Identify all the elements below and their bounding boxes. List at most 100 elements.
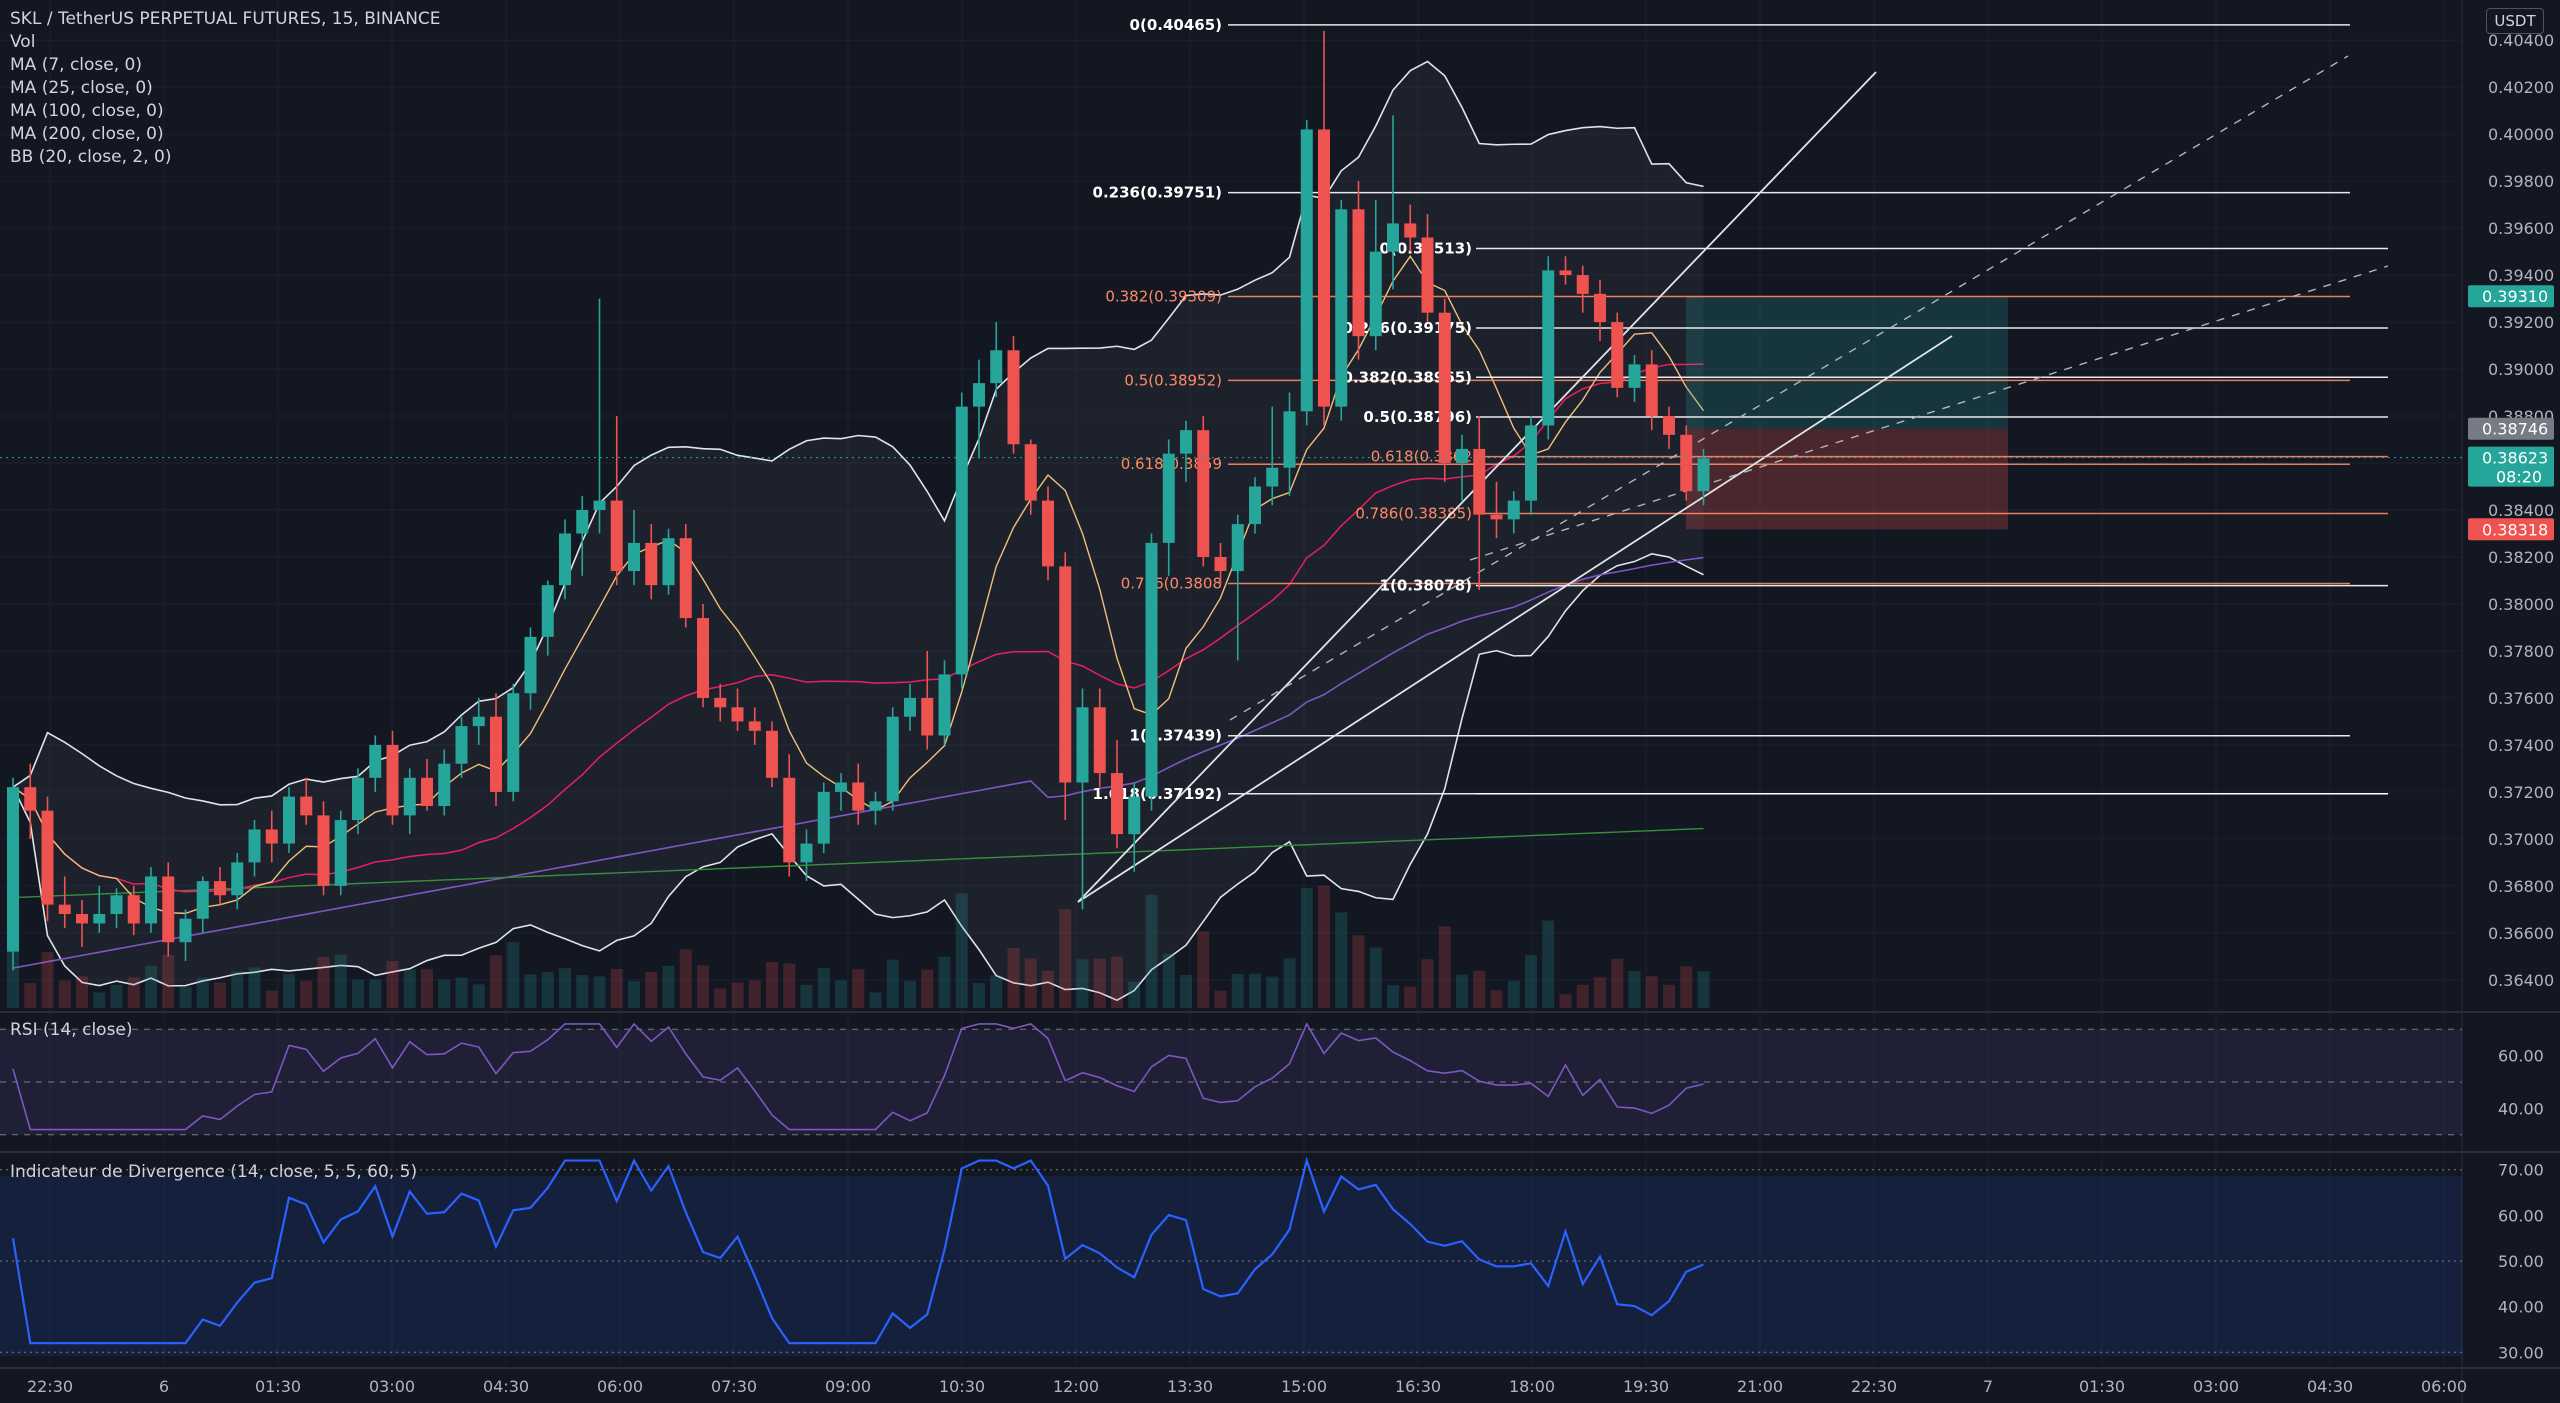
legend-ma7[interactable]: MA (7, close, 0): [10, 55, 142, 75]
candle-down[interactable]: [766, 730, 778, 778]
candle-up[interactable]: [869, 801, 882, 811]
candle-down[interactable]: [1024, 444, 1037, 501]
candle-down[interactable]: [1594, 293, 1606, 323]
symbol-title[interactable]: SKL / TetherUS PERPETUAL FUTURES, 15, BI…: [10, 9, 441, 29]
candle-up[interactable]: [1387, 223, 1399, 252]
candle-up[interactable]: [628, 542, 640, 572]
candle-down[interactable]: [1576, 275, 1589, 294]
channel-line-dashed[interactable]: [1469, 265, 2389, 561]
candle-up[interactable]: [1180, 430, 1192, 454]
candle-down[interactable]: [731, 707, 744, 722]
candle-up[interactable]: [196, 881, 209, 919]
candle-down[interactable]: [41, 810, 54, 905]
candle-down[interactable]: [1111, 773, 1123, 835]
candle-down[interactable]: [265, 829, 278, 844]
candle-up[interactable]: [955, 406, 968, 675]
candle-up[interactable]: [1507, 500, 1520, 520]
candle-down[interactable]: [58, 904, 71, 915]
candle-up[interactable]: [817, 791, 830, 844]
candle-down[interactable]: [1421, 237, 1434, 313]
position-target-zone[interactable]: [1686, 296, 2008, 429]
candle-down[interactable]: [852, 782, 865, 811]
candle-down[interactable]: [214, 881, 226, 896]
candle-up[interactable]: [1283, 411, 1296, 468]
candle-down[interactable]: [1645, 364, 1658, 417]
candle-down[interactable]: [1663, 416, 1675, 435]
candle-up[interactable]: [507, 693, 520, 792]
candle-up[interactable]: [593, 500, 606, 510]
candle-down[interactable]: [162, 876, 175, 943]
candle-up[interactable]: [524, 636, 537, 694]
candle-down[interactable]: [697, 618, 709, 698]
candle-up[interactable]: [334, 820, 347, 886]
candle-down[interactable]: [490, 716, 502, 792]
candle-up[interactable]: [559, 533, 571, 586]
candle-down[interactable]: [1352, 209, 1365, 337]
currency-button[interactable]: USDT: [2486, 8, 2544, 34]
legend-ma100[interactable]: MA (100, close, 0): [10, 101, 164, 121]
candle-down[interactable]: [1404, 223, 1417, 238]
divergence-pane-title[interactable]: Indicateur de Divergence (14, close, 5, …: [10, 1162, 418, 1182]
candle-up[interactable]: [1231, 524, 1244, 572]
candle-down[interactable]: [76, 914, 88, 924]
candle-down[interactable]: [1490, 514, 1503, 520]
candle-down[interactable]: [421, 777, 433, 806]
candle-up[interactable]: [938, 674, 951, 736]
candle-up[interactable]: [1266, 467, 1279, 487]
candle-down[interactable]: [748, 721, 761, 731]
candle-down[interactable]: [1007, 350, 1020, 445]
candle-up[interactable]: [472, 716, 485, 727]
candle-down[interactable]: [1042, 500, 1054, 567]
channel-line-lower[interactable]: [1077, 335, 1953, 903]
candle-up[interactable]: [248, 829, 261, 863]
candle-up[interactable]: [886, 716, 899, 802]
candle-up[interactable]: [93, 914, 106, 924]
candle-down[interactable]: [1559, 270, 1572, 276]
candle-up[interactable]: [145, 876, 157, 924]
candle-down[interactable]: [1059, 566, 1072, 783]
legend-bollinger[interactable]: BB (20, close, 2, 0): [10, 147, 172, 167]
candle-down[interactable]: [1473, 448, 1486, 515]
candle-up[interactable]: [835, 782, 847, 792]
candle-up[interactable]: [1145, 542, 1158, 797]
candle-down[interactable]: [1318, 129, 1330, 407]
candle-up[interactable]: [352, 777, 364, 821]
candle-up[interactable]: [541, 585, 554, 637]
candle-up[interactable]: [973, 383, 985, 407]
candle-up[interactable]: [904, 697, 916, 717]
candle-up[interactable]: [800, 843, 813, 863]
candle-up[interactable]: [1076, 707, 1089, 783]
candle-up[interactable]: [1525, 425, 1537, 501]
candle-down[interactable]: [386, 744, 399, 816]
candle-down[interactable]: [1611, 322, 1624, 388]
candle-up[interactable]: [662, 538, 675, 586]
legend-ma25[interactable]: MA (25, close, 0): [10, 78, 153, 98]
candle-up[interactable]: [1628, 364, 1641, 388]
rsi-pane-title[interactable]: RSI (14, close): [10, 1020, 133, 1040]
candle-up[interactable]: [7, 787, 19, 952]
candle-up[interactable]: [403, 777, 416, 816]
candle-up[interactable]: [231, 862, 244, 896]
candle-up[interactable]: [1335, 209, 1348, 407]
candle-up[interactable]: [1128, 796, 1141, 835]
candle-down[interactable]: [610, 500, 623, 572]
candle-up[interactable]: [1369, 251, 1382, 337]
candle-up[interactable]: [438, 763, 451, 806]
candle-up[interactable]: [1697, 458, 1710, 492]
candle-up[interactable]: [283, 796, 295, 844]
candle-down[interactable]: [1197, 430, 1210, 557]
candle-up[interactable]: [1249, 486, 1261, 525]
candle-up[interactable]: [1162, 453, 1175, 543]
candle-down[interactable]: [921, 697, 934, 736]
candle-down[interactable]: [127, 895, 140, 924]
candle-up[interactable]: [990, 350, 1003, 384]
candle-down[interactable]: [300, 796, 313, 816]
legend-volume[interactable]: Vol: [10, 32, 36, 52]
candle-up[interactable]: [1300, 129, 1313, 412]
candle-down[interactable]: [1214, 556, 1227, 572]
candle-up[interactable]: [1456, 448, 1468, 464]
candle-down[interactable]: [714, 697, 727, 708]
candle-up[interactable]: [455, 726, 468, 764]
